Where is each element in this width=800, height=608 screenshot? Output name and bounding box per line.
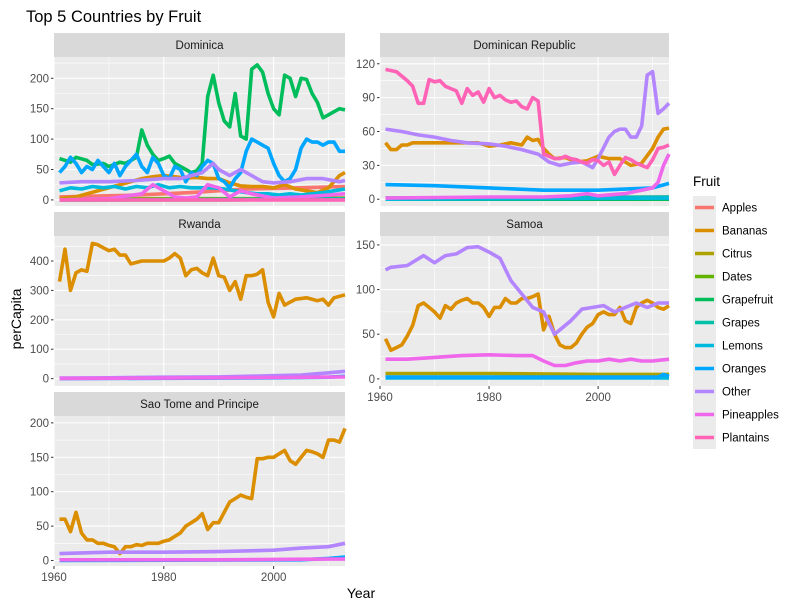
- y-tick-label: 0: [43, 195, 49, 207]
- series-line-lemons: [59, 182, 346, 197]
- series-line-pineapples: [385, 352, 670, 368]
- legend-label: Apples: [722, 203, 757, 215]
- facet-strip-label: Samoa: [506, 219, 543, 231]
- legend-item-dates: Dates: [693, 265, 752, 288]
- series-line-oranges: [58, 137, 345, 190]
- legend-label: Other: [722, 387, 751, 399]
- facet-panels: Dominica 0 50 100 150 200 Dominican Republic 0 3…: [30, 33, 671, 584]
- y-tick-label: 120: [356, 59, 375, 71]
- legend-label: Grapes: [722, 318, 760, 330]
- facet-strip: [380, 33, 669, 57]
- x-tick-label: 2000: [261, 572, 287, 584]
- y-tick-label: 100: [30, 344, 49, 356]
- legend-label: Plantains: [722, 433, 770, 445]
- legend-item-grapefruit: Grapefruit: [693, 288, 774, 311]
- series-line-plantains: [385, 67, 670, 177]
- y-tick-label: 0: [43, 374, 49, 386]
- y-tick-label: 30: [362, 160, 375, 172]
- y-tick-label: 0: [369, 374, 375, 386]
- facet-strip: [380, 212, 669, 236]
- legend: Fruit Apples Bananas Citrus Dates Grapefruit…: [693, 174, 779, 449]
- y-tick-label: 300: [30, 285, 49, 297]
- series-line-pineapples: [59, 182, 346, 202]
- y-tick-label: 0: [43, 555, 49, 567]
- series-line-other: [59, 541, 346, 556]
- series-line-pineapples: [385, 153, 671, 200]
- facet-strip: [54, 392, 345, 416]
- series-line-oranges: [385, 372, 670, 379]
- y-axis-title: perCapita: [8, 288, 24, 349]
- legend-item-lemons: Lemons: [693, 334, 763, 357]
- y-tick-label: 400: [30, 256, 49, 268]
- legend-item-grapes: Grapes: [693, 311, 760, 334]
- x-tick-label: 1960: [367, 392, 393, 404]
- series-line-other: [384, 244, 669, 337]
- y-tick-label: 50: [362, 329, 375, 341]
- legend-title: Fruit: [693, 174, 720, 189]
- facet-rwanda: Rwanda 0 100 200 300 400: [30, 212, 346, 386]
- y-tick-label: 50: [36, 521, 49, 533]
- y-tick-label: 100: [30, 487, 49, 499]
- legend-item-apples: Apples: [693, 196, 757, 219]
- legend-item-pineapples: Pineapples: [693, 403, 779, 426]
- legend-label: Bananas: [722, 226, 768, 238]
- legend-label: Dates: [722, 272, 752, 284]
- facet-strip-label: Dominica: [176, 40, 225, 52]
- y-tick-label: 150: [30, 452, 49, 464]
- facet-panel-background: [54, 236, 345, 386]
- facet-strip-label: Rwanda: [178, 219, 221, 231]
- legend-label: Pineapples: [722, 410, 779, 422]
- facet-strip-label: Sao Tome and Principe: [140, 399, 259, 411]
- y-tick-label: 150: [356, 240, 375, 252]
- facet-dominica: Dominica 0 50 100 150 200: [30, 33, 346, 207]
- series-line-bananas: [59, 427, 347, 556]
- series-line-grapefruit: [58, 63, 346, 175]
- legend-label: Lemons: [722, 341, 763, 353]
- y-tick-label: 100: [30, 134, 49, 146]
- facet-strip: [54, 212, 345, 236]
- y-tick-label: 60: [362, 127, 375, 139]
- series-line-pineapples: [59, 557, 345, 562]
- legend-item-plantains: Plantains: [693, 426, 770, 449]
- facet-panel-background: [380, 236, 669, 386]
- y-tick-label: 200: [30, 315, 49, 327]
- series-line-other: [59, 161, 346, 185]
- y-tick-label: 0: [369, 194, 375, 206]
- legend-item-oranges: Oranges: [693, 357, 766, 380]
- x-tick-label: 1980: [476, 392, 502, 404]
- legend-item-other: Other: [693, 380, 751, 403]
- y-tick-label: 100: [356, 285, 375, 297]
- facet-strip: [54, 33, 345, 57]
- x-axis-title: Year: [347, 585, 376, 601]
- series-line-citrus: [385, 371, 669, 377]
- legend-label: Grapefruit: [722, 295, 774, 307]
- y-tick-label: 150: [30, 104, 49, 116]
- facet-panel-background: [54, 416, 345, 566]
- series-line-pineapples: [59, 375, 346, 381]
- legend-label: Oranges: [722, 364, 766, 376]
- facet-samoa: Samoa 0 50 100 150 1960 1980 2000: [356, 212, 670, 404]
- y-tick-label: 90: [362, 93, 375, 105]
- chart-title: Top 5 Countries by Fruit: [26, 8, 202, 26]
- legend-item-bananas: Bananas: [693, 219, 768, 242]
- legend-label: Citrus: [722, 249, 752, 261]
- facet-strip-label: Dominican Republic: [473, 40, 576, 52]
- legend-item-citrus: Citrus: [693, 242, 752, 265]
- facet-dominican-republic: Dominican Republic 0 30 60 90 120: [356, 33, 671, 206]
- x-tick-label: 2000: [585, 392, 611, 404]
- y-tick-label: 50: [36, 165, 49, 177]
- series-line-bananas: [57, 241, 346, 319]
- y-tick-label: 200: [30, 418, 49, 430]
- x-tick-label: 1980: [151, 572, 177, 584]
- facet-sao-tome-and-principe: Sao Tome and Principe 0 50 100 150 200 1960 198…: [30, 392, 347, 584]
- y-tick-label: 200: [30, 73, 49, 85]
- x-tick-label: 1960: [41, 572, 67, 584]
